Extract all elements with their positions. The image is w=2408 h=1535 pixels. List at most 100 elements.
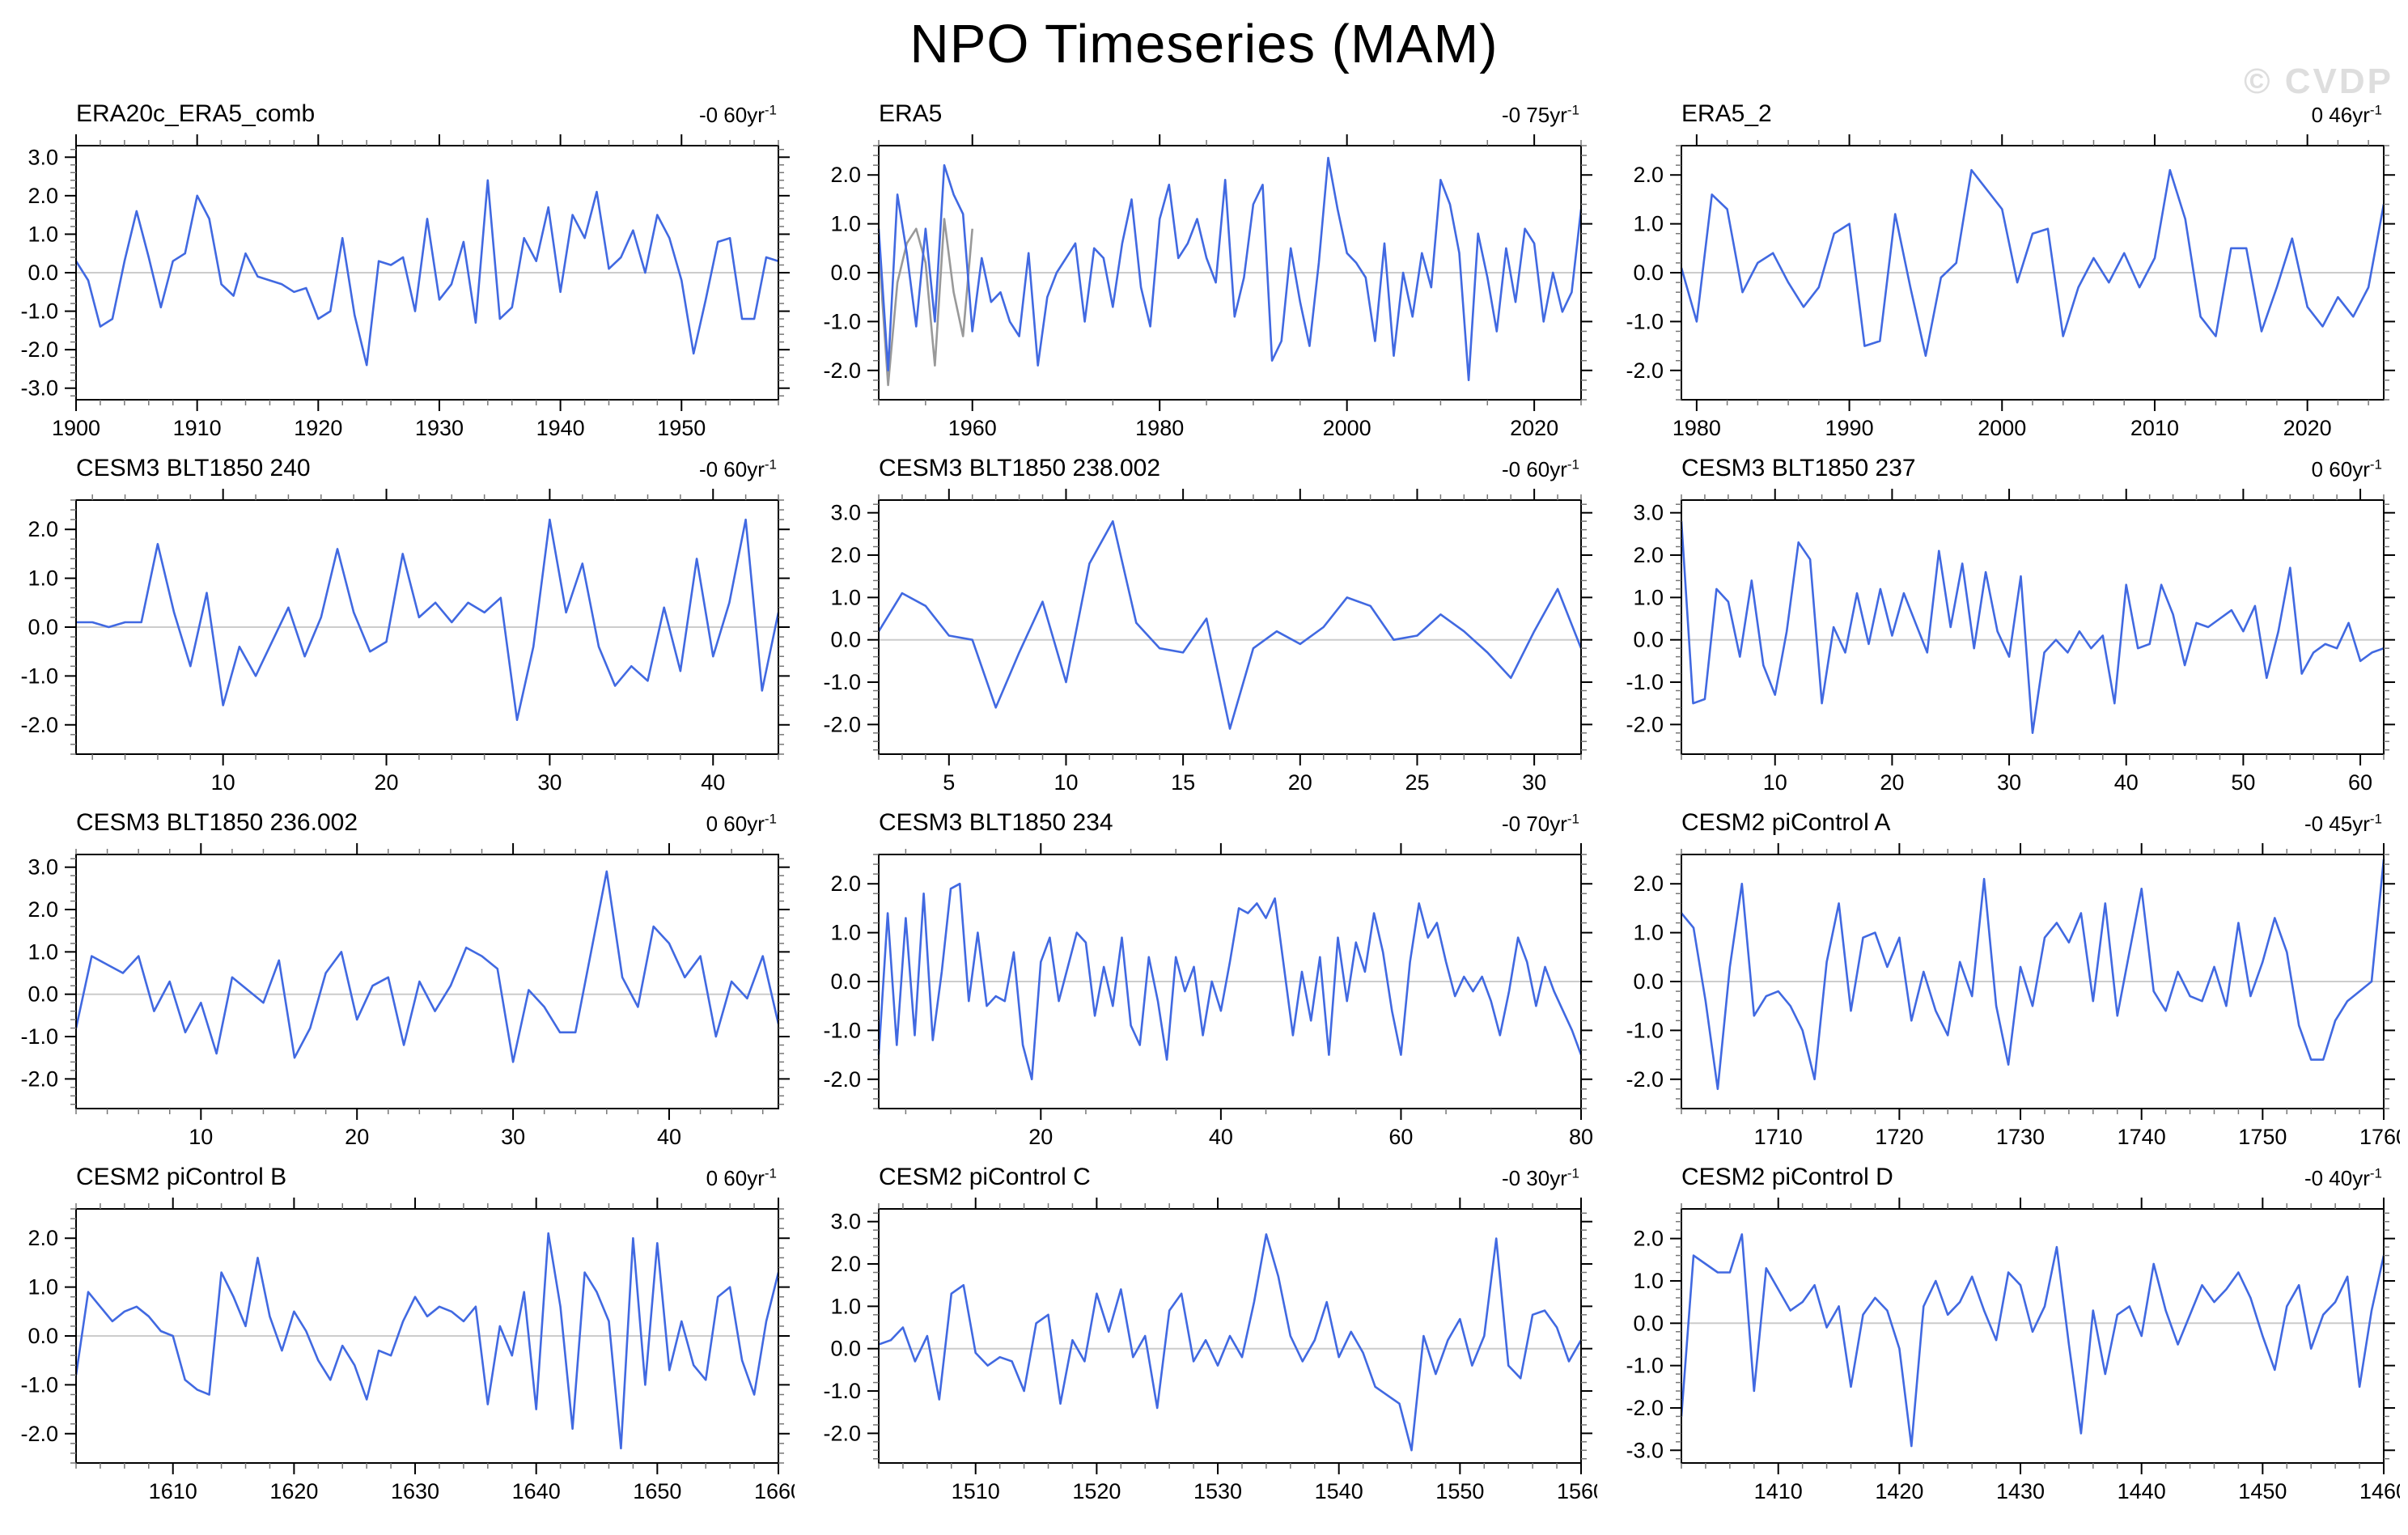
x-tick-label: 1410 xyxy=(1754,1479,1803,1503)
trend-label: -0 60yr-1 xyxy=(699,103,777,128)
x-tick-label: 40 xyxy=(1209,1125,1233,1149)
y-tick-label: -1.0 xyxy=(20,299,58,324)
timeseries-grid: ERA20c_ERA5_comb -0 60yr-1 1900 1910 1920 193… xyxy=(0,99,2408,1516)
plot-frame xyxy=(1681,1208,2385,1464)
timeseries-plot: 5 10 15 20 25 30 3.0 2.0 1.0 0.0 -1.0 -2.0 xyxy=(823,489,1592,795)
x-tick-label: 10 xyxy=(1054,770,1078,795)
y-tick-label: -3.0 xyxy=(1626,1438,1664,1462)
cvdp-watermark: © CVDP xyxy=(2244,61,2393,101)
y-tick-label: 0.0 xyxy=(28,1324,58,1348)
x-tick-label: 10 xyxy=(211,770,235,795)
panel-title: ERA5 xyxy=(879,100,943,127)
trend-label: 0 60yr-1 xyxy=(706,1166,777,1191)
y-tick-label: 2.0 xyxy=(830,871,861,896)
x-tick-label: 2020 xyxy=(1510,416,1558,440)
x-tick-label: 1520 xyxy=(1072,1479,1121,1503)
x-tick-label: 40 xyxy=(2114,770,2139,795)
y-tick-label: 0.0 xyxy=(830,1337,861,1361)
y-tick-label: 2.0 xyxy=(830,543,861,567)
y-tick-label: 2.0 xyxy=(28,1226,58,1250)
x-tick-label: 1740 xyxy=(2118,1125,2166,1149)
trend-value: -0 60yr xyxy=(698,103,765,127)
panel-header: CESM2 piControl C -0 30yr-1 xyxy=(811,1162,1597,1193)
trend-value: -0 40yr xyxy=(2304,1166,2370,1190)
y-tick-label: 1.0 xyxy=(1633,921,1664,945)
trend-exponent: -1 xyxy=(2369,102,2382,118)
panel-title: CESM3 BLT1850 238.002 xyxy=(879,455,1161,481)
trend-exponent: -1 xyxy=(1566,102,1579,118)
x-tick-label: 1560 xyxy=(1557,1479,1597,1503)
panel-title: CESM3 BLT1850 240 xyxy=(76,455,311,481)
x-tick-label: 1660 xyxy=(754,1479,795,1503)
y-tick-label: -2.0 xyxy=(823,358,861,383)
trend-label: 0 60yr-1 xyxy=(706,812,777,837)
y-tick-label: 0.0 xyxy=(830,628,861,652)
series-line xyxy=(877,218,973,387)
x-tick-label: 1940 xyxy=(536,416,585,440)
trend-label: -0 60yr-1 xyxy=(699,457,777,482)
x-tick-label: 20 xyxy=(1028,1125,1053,1149)
y-tick-label: -2.0 xyxy=(823,712,861,736)
y-tick-label: -1.0 xyxy=(20,664,58,688)
panel-title: ERA5_2 xyxy=(1681,100,1772,127)
panel-title: CESM2 piControl A xyxy=(1681,809,1891,836)
x-tick-label: 1950 xyxy=(657,416,706,440)
trend-exponent: -1 xyxy=(2369,811,2382,827)
x-tick-label: 1900 xyxy=(52,416,100,440)
y-tick-label: 1.0 xyxy=(28,939,58,964)
trend-exponent: -1 xyxy=(764,456,777,473)
trend-label: -0 60yr-1 xyxy=(1502,457,1579,482)
x-tick-label: 1980 xyxy=(1672,416,1721,440)
panel-header: CESM3 BLT1850 240 -0 60yr-1 xyxy=(8,453,795,484)
series-line xyxy=(74,1232,780,1450)
trend-value: -0 75yr xyxy=(1501,103,1567,127)
timeseries-plot: 10 20 30 40 3.0 2.0 1.0 0.0 -1.0 -2.0 xyxy=(20,843,790,1149)
trend-value: -0 70yr xyxy=(1501,812,1567,836)
trend-exponent: -1 xyxy=(1566,456,1579,473)
panel-cesm2-picontrol-c: CESM2 piControl C -0 30yr-1 1510 1520 1530 15… xyxy=(803,1162,1605,1516)
y-tick-label: 1.0 xyxy=(28,566,58,591)
trend-label: -0 70yr-1 xyxy=(1502,812,1579,837)
panel-cesm3-blt1850-240: CESM3 BLT1850 240 -0 60yr-1 10 20 30 40 2.0 1.0… xyxy=(0,453,803,808)
x-tick-label: 30 xyxy=(1522,770,1546,795)
y-tick-label: 2.0 xyxy=(830,1252,861,1276)
x-tick-label: 1620 xyxy=(269,1479,318,1503)
x-tick-label: 20 xyxy=(345,1125,369,1149)
x-tick-label: 1630 xyxy=(391,1479,439,1503)
y-tick-label: -1.0 xyxy=(823,1018,861,1042)
timeseries-plot: 1410 1420 1430 1440 1450 1460 2.0 1.0 0.0 -1.0 -2.… xyxy=(1626,1198,2400,1503)
x-tick-label: 1980 xyxy=(1135,416,1184,440)
panel-cesm3-blt1850-237: CESM3 BLT1850 237 0 60yr-1 10 20 30 40 50 60 3.0… xyxy=(1605,453,2408,808)
y-tick-label: 3.0 xyxy=(1633,501,1664,525)
timeseries-plot: 1610 1620 1630 1640 1650 1660 2.0 1.0 0.0 -1.0 -2.… xyxy=(20,1198,795,1503)
y-tick-label: 2.0 xyxy=(28,517,58,541)
timeseries-plot: 1710 1720 1730 1740 1750 1760 2.0 1.0 0.0 -1.0 -2.… xyxy=(1626,843,2400,1149)
panel-era5: ERA5 -0 75yr-1 1960 1980 2000 2020 2.0 1.0 0.0 -1… xyxy=(803,99,1605,453)
y-tick-label: 1.0 xyxy=(28,1275,58,1300)
series-line xyxy=(1680,168,2385,358)
panel-header: ERA5_2 0 46yr-1 xyxy=(1613,99,2400,129)
y-tick-label: 3.0 xyxy=(830,501,861,525)
x-tick-label: 1960 xyxy=(948,416,997,440)
x-tick-label: 80 xyxy=(1569,1125,1593,1149)
x-tick-label: 30 xyxy=(537,770,562,795)
y-tick-label: 0.0 xyxy=(830,261,861,285)
y-tick-label: 3.0 xyxy=(28,855,58,880)
series-line xyxy=(1680,859,2385,1091)
panel-title: CESM3 BLT1850 234 xyxy=(879,809,1113,836)
y-tick-label: 2.0 xyxy=(1633,1227,1664,1251)
y-tick-label: -2.0 xyxy=(1626,1067,1664,1092)
panel-header: CESM3 BLT1850 238.002 -0 60yr-1 xyxy=(811,453,1597,484)
y-tick-label: 0.0 xyxy=(1633,628,1664,652)
x-tick-label: 40 xyxy=(657,1125,681,1149)
x-tick-label: 1510 xyxy=(952,1479,1000,1503)
y-tick-label: 0.0 xyxy=(1633,1311,1664,1335)
x-tick-label: 25 xyxy=(1405,770,1429,795)
trend-value: -0 30yr xyxy=(1501,1166,1567,1190)
x-tick-label: 60 xyxy=(1388,1125,1413,1149)
panel-era5-2: ERA5_2 0 46yr-1 1980 1990 2000 2010 2020 2.0 1.0… xyxy=(1605,99,2408,453)
panel-cesm2-picontrol-d: CESM2 piControl D -0 40yr-1 1410 1420 1430 14… xyxy=(1605,1162,2408,1516)
series-line xyxy=(878,1233,1583,1452)
trend-exponent: -1 xyxy=(1566,1165,1579,1181)
x-tick-label: 1750 xyxy=(2238,1125,2287,1149)
